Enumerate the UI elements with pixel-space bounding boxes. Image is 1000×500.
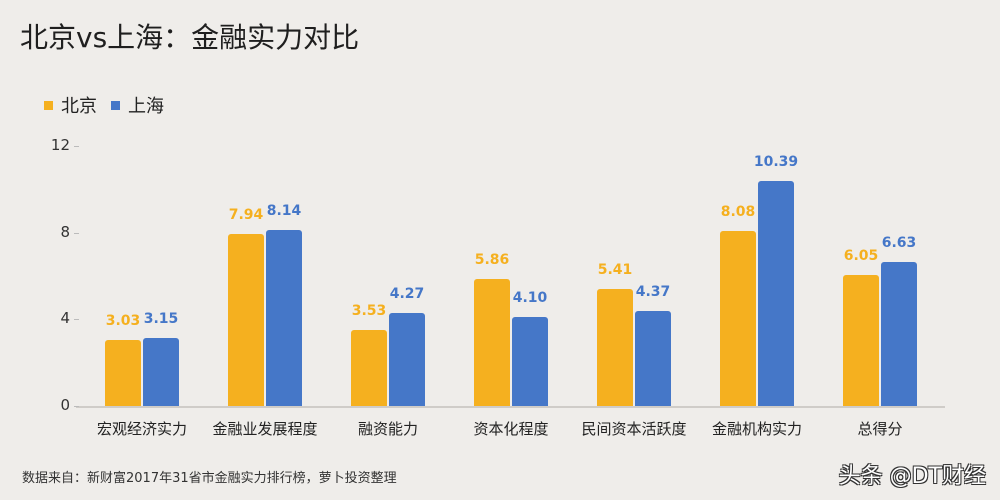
data-label-shanghai: 10.39 [753,153,799,170]
data-label-beijing: 6.05 [843,247,879,264]
y-tick-label: 0 [60,396,70,414]
data-label-shanghai: 8.14 [266,202,302,219]
data-label-beijing: 5.86 [474,252,510,269]
data-label-beijing: 5.41 [597,261,633,278]
x-category-label: 宏观经济实力 [96,420,187,438]
y-tick-mark [74,146,79,147]
bar-beijing [597,288,633,406]
legend-item-shanghai: 上海 [111,92,164,118]
data-label-beijing: 7.94 [228,206,264,223]
bar-beijing [228,233,264,406]
legend-swatch-shanghai-icon [111,100,120,110]
data-label-shanghai: 4.10 [512,290,548,307]
y-tick-mark [74,232,79,234]
x-axis-line [76,406,945,408]
chart-title: 北京vs上海：金融实力对比 [20,21,360,54]
y-tick-label: 8 [60,222,70,241]
watermark: 头条 @DT财经 [838,464,986,489]
bar-beijing [720,230,756,406]
data-label-beijing: 8.08 [720,203,756,220]
y-tick-label: 4 [60,309,70,328]
data-label-shanghai: 4.37 [635,284,671,301]
bar-beijing [105,340,141,406]
x-category-label: 融资能力 [357,420,418,438]
y-tick-mark [74,319,79,321]
data-label-shanghai: 3.15 [143,310,179,327]
data-label-beijing: 3.03 [105,313,141,330]
legend-item-beijing: 北京 [44,92,97,118]
y-tick-mark [74,406,79,407]
x-category-label: 金融业发展程度 [212,420,318,438]
legend-label-beijing: 北京 [61,96,97,117]
bar-shanghai [635,311,671,406]
bar-beijing [843,274,879,406]
bar-shanghai [512,317,548,406]
x-category-label: 资本化程度 [473,420,549,438]
bar-beijing [474,279,510,406]
x-category-label: 民间资本活跃度 [581,420,687,438]
y-tick-label: 12 [50,136,70,154]
x-category-label: 总得分 [857,420,903,438]
bar-shanghai [266,229,302,406]
data-label-shanghai: 6.63 [881,235,917,252]
source-note: 数据来自：新财富2017年31省市金融实力排行榜，萝卜投资整理 [22,471,397,486]
x-category-label: 金融机构实力 [711,420,802,438]
bar-shanghai [881,262,917,406]
legend-label-shanghai: 上海 [128,96,164,117]
bar-beijing [351,329,387,406]
legend-swatch-beijing-icon [44,100,53,110]
bar-shanghai [758,180,794,406]
data-label-shanghai: 4.27 [389,286,425,303]
data-label-beijing: 3.53 [351,302,387,319]
legend: 北京 上海 [44,92,178,118]
bar-shanghai [143,337,179,406]
bar-shanghai [389,313,425,406]
